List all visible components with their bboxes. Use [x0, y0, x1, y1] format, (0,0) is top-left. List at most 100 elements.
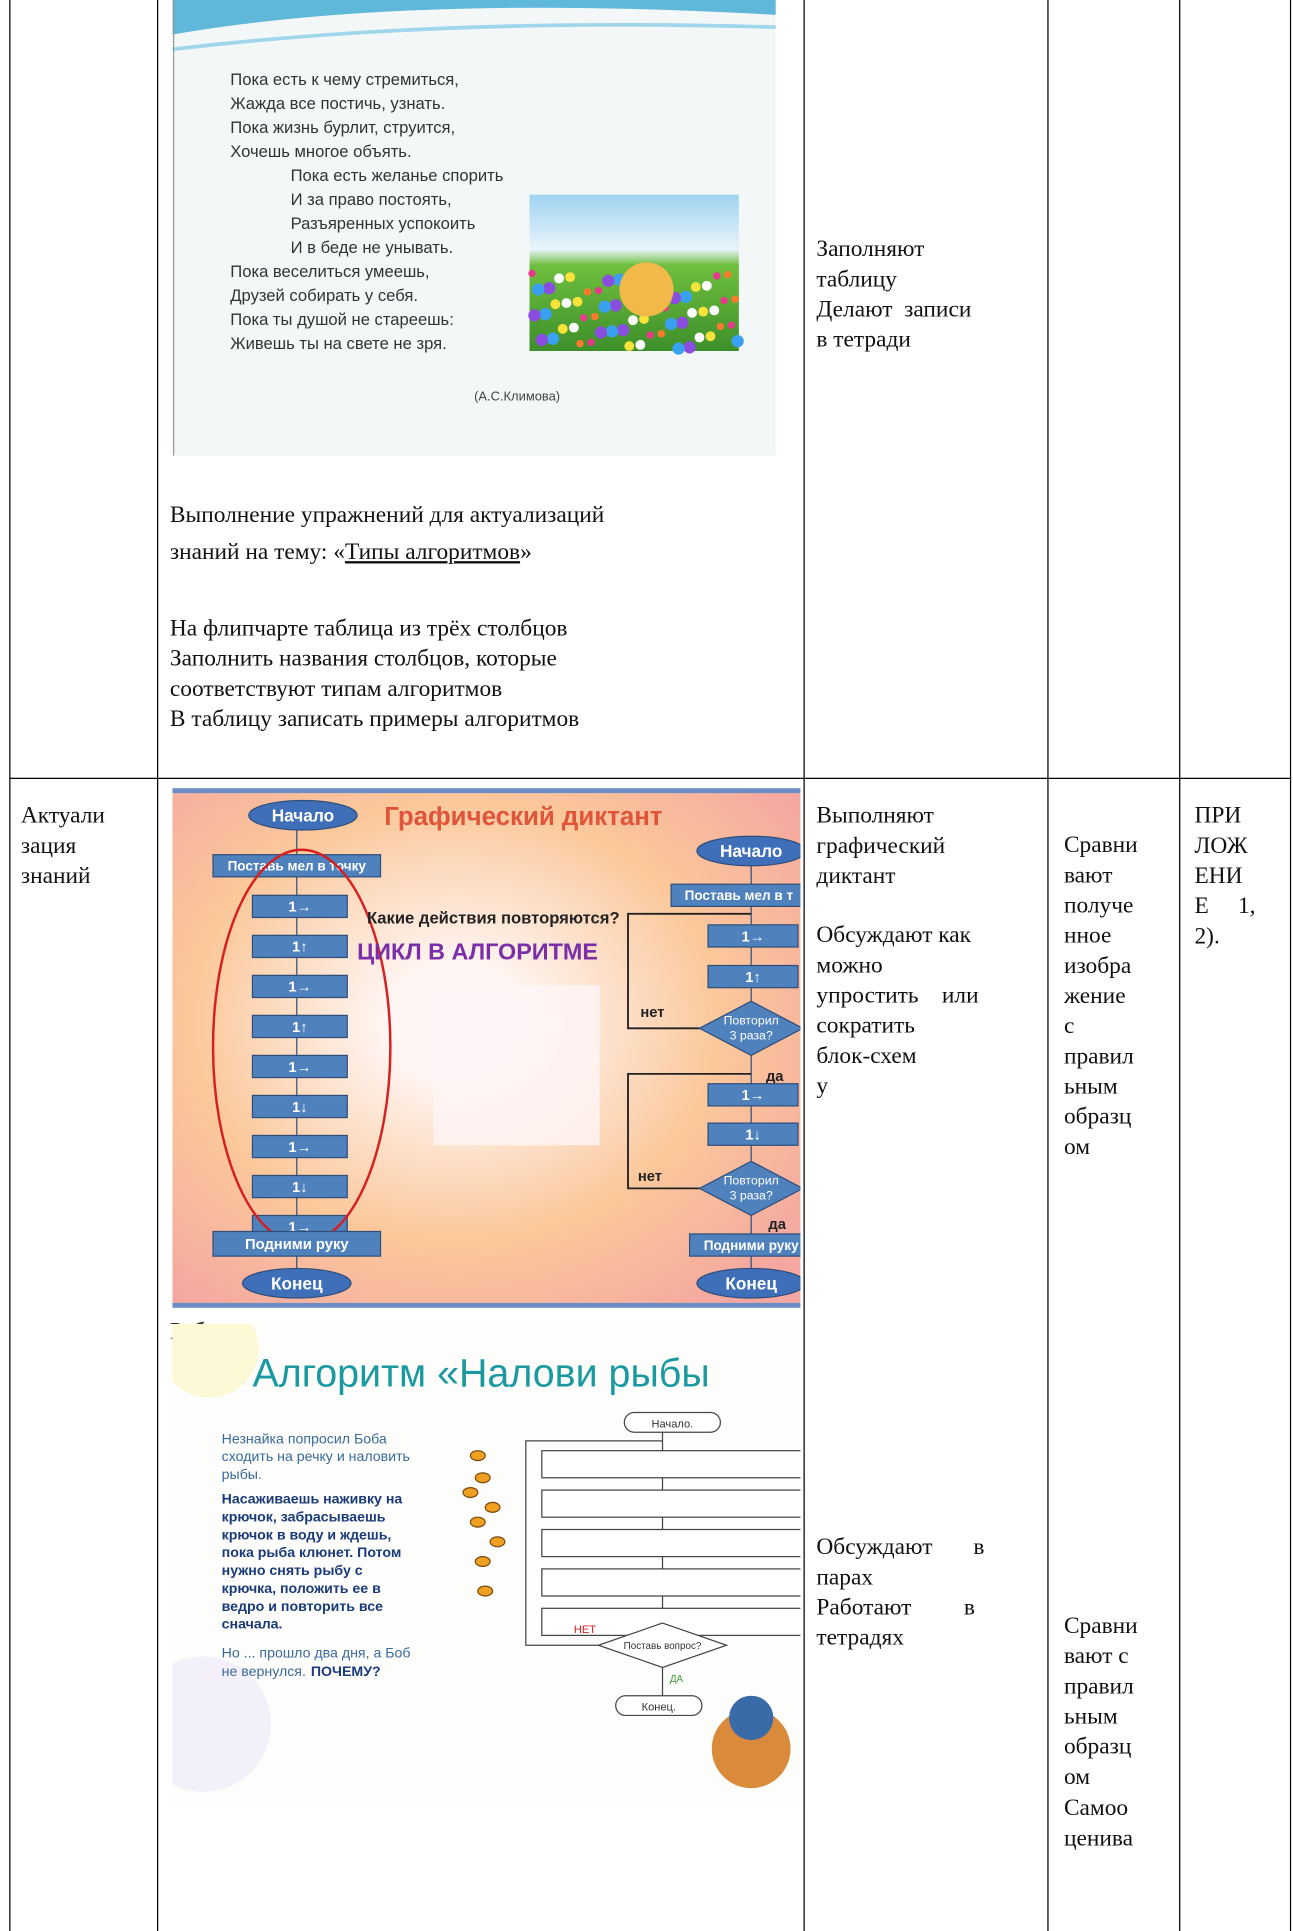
student-activity: парах [816, 1564, 873, 1590]
fish-icon [474, 1472, 491, 1484]
flower [664, 317, 678, 331]
fish-icon [474, 1555, 491, 1568]
flower [731, 295, 739, 303]
flow-terminal [623, 1411, 722, 1433]
flower [528, 309, 541, 322]
flower [646, 331, 654, 339]
text: не вернулся. [222, 1664, 306, 1680]
student-activity: Работают в [816, 1594, 975, 1620]
flow-box [707, 964, 799, 989]
flower [580, 314, 588, 322]
flow-label: 1↑ [292, 940, 308, 956]
flower [724, 270, 732, 279]
poem-line: Пока веселиться умеешь, [230, 262, 429, 281]
student-activity: диктант [816, 863, 895, 889]
flow-label: 1→ [742, 929, 765, 945]
student-activity: блок-схем [816, 1043, 916, 1069]
fish-text: Но ... прошло два дня, а Боб [222, 1646, 411, 1662]
flow-box [251, 1174, 348, 1199]
student-activity: можно [816, 952, 882, 978]
assessment: правил [1064, 1043, 1134, 1069]
poem-line: Пока есть желанье спорить [291, 166, 504, 185]
flower [598, 300, 611, 313]
assessment: ьным [1064, 1703, 1118, 1729]
appendix: 2). [1194, 923, 1219, 949]
flower [672, 342, 685, 355]
assessment: ом [1064, 1134, 1090, 1160]
flow-label: Поставь мел в т [685, 888, 794, 903]
assessment: ценива [1064, 1825, 1134, 1851]
fish-text: крючок в воду и ждешь, [222, 1527, 392, 1543]
poem-line: Пока есть к чему стремиться, [230, 70, 459, 89]
flower [594, 326, 608, 339]
flower [679, 290, 693, 303]
student-activity: Выполняют [816, 803, 933, 829]
fish-text: крючка, положить ее в [222, 1581, 381, 1597]
flow-label: Какие действия повторяются? [367, 909, 620, 928]
flow-box [541, 1489, 801, 1518]
assessment: нное [1064, 923, 1111, 949]
flow-label: 1↑ [745, 970, 761, 986]
dictation-image: Начало Графический диктант Поставь мел в т… [172, 788, 801, 1308]
flow-label: Повторил [724, 1174, 779, 1188]
flow-terminal [241, 1267, 352, 1299]
text: » [520, 539, 532, 565]
flow-label: Начало [720, 841, 782, 861]
flower [594, 286, 603, 295]
flower [546, 332, 560, 345]
fish-image: Алгоритм «Налови рыбы Незнайка попросил Б… [172, 1323, 801, 1805]
flow-label: Конец [725, 1273, 777, 1293]
flow-box [251, 1014, 348, 1039]
flower [609, 299, 622, 312]
flower [657, 330, 665, 338]
fish-text: Незнайка попросил Боба [222, 1431, 387, 1447]
fish-icon [469, 1516, 486, 1528]
flow-box [707, 1083, 799, 1107]
flow-label: 1↓ [745, 1128, 761, 1144]
poem-line: Живешь ты на свете не зря. [230, 334, 446, 353]
topic: Типы алгоритмов [345, 539, 520, 565]
poem-line: Разъяренных успокоить [291, 214, 476, 233]
flow-decision [698, 1160, 801, 1217]
flow-terminal [615, 1695, 703, 1717]
student-activity: Обсуждают как [816, 922, 971, 948]
character [711, 1709, 791, 1789]
poem-line: Жажда все постичь, узнать. [230, 94, 445, 113]
flow-label: 1→ [288, 980, 311, 996]
flow-label: Подними руку [245, 1237, 349, 1253]
flow-loop [525, 1440, 663, 1646]
flow-loop [627, 912, 752, 1190]
flower [698, 306, 709, 317]
assessment: Сравни [1064, 1613, 1138, 1639]
emphasis: ПОЧЕМУ? [311, 1664, 381, 1680]
flower [539, 307, 552, 321]
flower [709, 305, 720, 316]
flower [591, 312, 599, 321]
flow-box [688, 1233, 801, 1257]
instruction-line: соответствуют типам алгоритмов [170, 676, 502, 702]
flow-label: Повторил [724, 1014, 779, 1028]
poem-image: Пока есть к чему стремиться, Жажда все по… [172, 0, 776, 456]
flower [543, 282, 556, 295]
flow-decision [596, 1622, 729, 1669]
student-activity: Обсуждают в [816, 1534, 984, 1560]
flow-terminal [248, 799, 358, 831]
flow-decision [698, 1000, 801, 1057]
flower [694, 332, 705, 343]
flower [554, 273, 564, 284]
instruction-line: Заполнить названия столбцов, которые [170, 646, 557, 672]
flow-box [707, 924, 799, 948]
fish-text: нужно снять рыбу с [222, 1563, 363, 1579]
appendix: ПРИ [1194, 803, 1241, 829]
appendix: ЛОЖ [1194, 833, 1247, 859]
poem-line: Хочешь многое объять. [230, 142, 411, 161]
flow-label: нет [640, 1005, 664, 1021]
flower [731, 335, 744, 348]
poem-line: И за право постоять, [291, 190, 452, 209]
assessment: получе [1064, 893, 1133, 919]
flower [550, 299, 561, 310]
student-activity: таблицу [816, 266, 897, 292]
flower [535, 333, 548, 347]
flow-label: 1↓ [292, 1180, 308, 1196]
